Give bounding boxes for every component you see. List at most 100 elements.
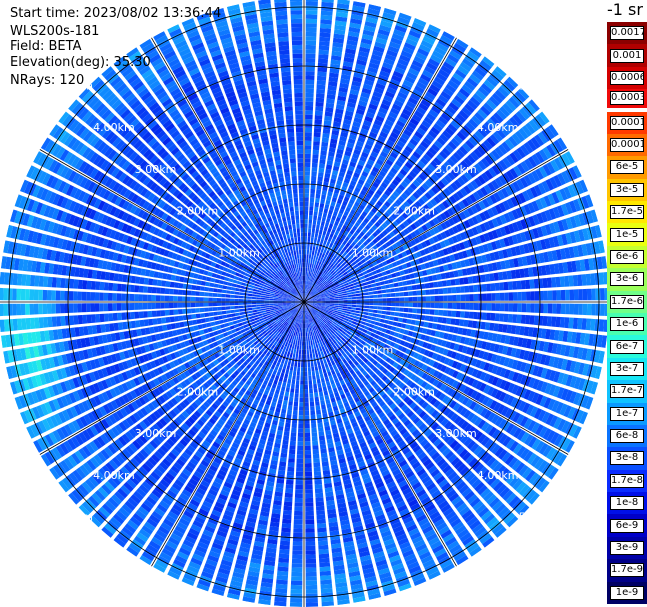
data-gate: [336, 236, 341, 242]
data-gate: [414, 229, 421, 236]
data-gate: [293, 406, 298, 411]
data-gate: [382, 302, 387, 306]
data-gate: [304, 345, 307, 350]
data-gate: [367, 253, 374, 259]
data-gate: [398, 116, 408, 124]
data-gate: [304, 293, 306, 298]
data-gate: [373, 192, 381, 200]
data-gate: [441, 280, 447, 287]
data-gate: [335, 108, 344, 115]
data-gate: [295, 340, 298, 345]
data-gate: [450, 318, 456, 325]
data-gate: [320, 278, 325, 283]
data-gate: [314, 278, 317, 284]
data-gate: [417, 218, 425, 226]
data-gate: [512, 281, 518, 290]
data-gate: [377, 28, 390, 37]
data-gate: [331, 55, 342, 61]
data-gate: [308, 345, 312, 350]
data-gate: [407, 285, 413, 291]
data-gate: [311, 167, 318, 172]
data-gate: [286, 365, 290, 371]
data-gate: [530, 136, 541, 149]
data-gate: [304, 367, 308, 372]
data-gate: [326, 160, 333, 166]
data-gate: [304, 227, 308, 233]
data-gate: [417, 47, 430, 57]
data-gate: [304, 297, 306, 302]
data-gate: [381, 222, 388, 229]
data-gate: [350, 157, 358, 164]
data-gate: [350, 288, 356, 292]
data-gate: [331, 271, 337, 276]
data-gate: [312, 246, 316, 251]
data-gate: [304, 380, 308, 385]
data-gate: [463, 185, 472, 195]
data-gate: [443, 109, 454, 119]
data-gate: [490, 115, 501, 126]
data-gate: [356, 197, 363, 204]
data-gate: [332, 125, 341, 132]
data-gate: [386, 86, 397, 95]
data-gate: [389, 238, 395, 245]
data-gate: [316, 518, 326, 524]
data-gate: [309, 397, 314, 402]
data-gate: [488, 167, 497, 178]
data-gate: [348, 26, 361, 34]
data-gate: [463, 277, 469, 285]
data-gate: [446, 317, 452, 325]
data-gate: [397, 207, 404, 214]
data-gate: [371, 196, 378, 203]
data-gate: [369, 302, 374, 306]
data-gate: [543, 290, 548, 301]
data-gate: [468, 118, 479, 129]
data-gate: [282, 514, 292, 520]
data-gate: [317, 288, 322, 292]
data-gate: [394, 287, 400, 292]
data-gate: [318, 261, 322, 267]
data-gate: [355, 63, 366, 71]
data-gate: [305, 476, 313, 481]
data-gate: [443, 295, 448, 302]
data-gate: [335, 268, 340, 273]
data-gate: [305, 563, 317, 568]
data-gate: [289, 449, 296, 455]
data-gate: [335, 202, 341, 209]
data-gate: [291, 567, 303, 573]
data-gate: [321, 285, 326, 290]
data-gate: [534, 291, 540, 301]
data-gate: [327, 266, 332, 272]
data-gate: [369, 58, 381, 66]
data-gate: [395, 218, 402, 225]
data-gate: [338, 194, 344, 201]
data-gate: [459, 61, 472, 72]
data-gate: [402, 280, 408, 286]
data-gate: [318, 282, 323, 287]
data-gate: [293, 339, 296, 345]
data-gate: [307, 367, 311, 372]
data-gate: [321, 137, 329, 143]
data-gate: [425, 222, 432, 230]
data-gate: [525, 102, 537, 115]
data-gate: [312, 268, 315, 273]
data-gate: [354, 144, 363, 152]
data-gate: [416, 314, 421, 320]
data-gate: [324, 376, 330, 382]
data-gate: [342, 271, 348, 276]
data-gate: [317, 287, 321, 291]
data-gate: [452, 294, 457, 302]
data-gate: [466, 207, 475, 216]
data-gate: [320, 579, 332, 585]
data-gate: [343, 119, 352, 125]
data-gate: [372, 181, 380, 189]
data-gate: [315, 501, 325, 507]
data-gate: [310, 414, 316, 420]
data-gate: [457, 176, 466, 186]
data-gate: [347, 165, 355, 172]
data-gate: [320, 267, 324, 272]
data-gate: [327, 89, 337, 96]
data-gate: [312, 145, 320, 151]
data-gate: [422, 95, 434, 104]
data-gate: [356, 59, 367, 66]
data-gate: [289, 370, 293, 376]
